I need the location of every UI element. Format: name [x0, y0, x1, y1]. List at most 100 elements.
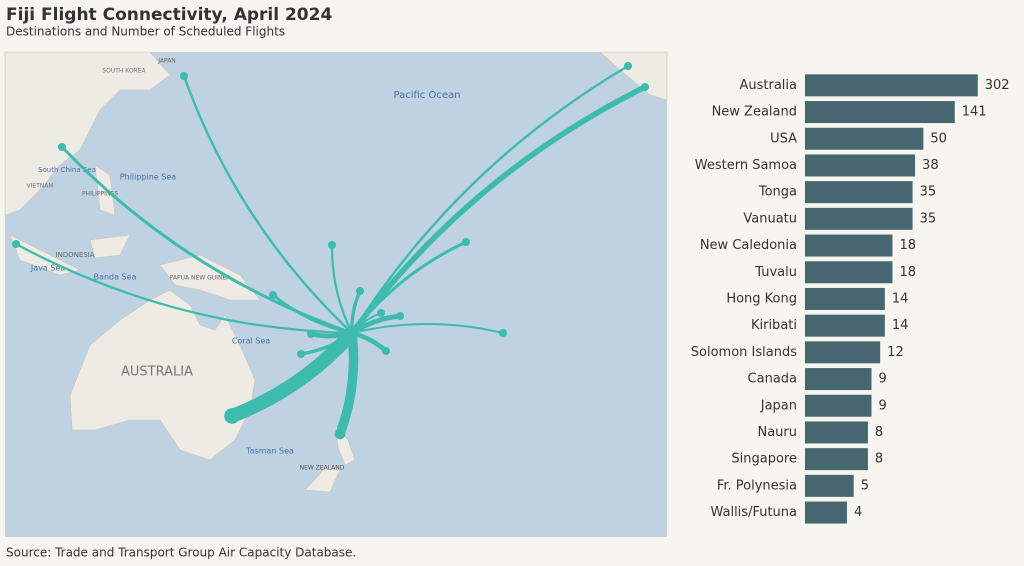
value-label: 8	[875, 425, 883, 440]
value-label: 141	[962, 105, 987, 120]
land	[69, 289, 256, 461]
destination	[396, 312, 404, 320]
value-label: 14	[892, 291, 909, 306]
category-label: Singapore	[731, 452, 797, 467]
value-label: 35	[920, 185, 937, 200]
map-label: PAPUA NEW GUINEA	[170, 275, 232, 282]
route	[349, 84, 648, 336]
category-label: Tuvalu	[754, 265, 797, 280]
value-label: 50	[930, 131, 947, 146]
route	[350, 64, 630, 335]
destination	[334, 428, 346, 440]
route	[299, 331, 354, 356]
land	[304, 424, 356, 493]
category-label: Western Samoa	[695, 158, 797, 173]
destination	[499, 329, 507, 337]
bar	[805, 474, 854, 497]
map-label: Pacific Ocean	[394, 90, 461, 101]
destination	[180, 72, 188, 80]
category-label: USA	[770, 131, 797, 146]
value-label: 302	[985, 78, 1010, 93]
category-label: Vanuatu	[743, 211, 797, 226]
category-label: Kiribati	[751, 318, 797, 333]
category-label: Hong Kong	[726, 291, 797, 306]
destination	[58, 143, 66, 151]
category-label: Nauru	[757, 425, 797, 440]
destination	[377, 309, 385, 317]
map-label: Philippine Sea	[120, 173, 176, 182]
bar	[805, 421, 868, 444]
value-label: 14	[892, 318, 909, 333]
route	[225, 326, 359, 423]
category-label: Solomon Islands	[691, 345, 797, 360]
map-label: AUSTRALIA	[121, 365, 193, 380]
value-label: 8	[875, 452, 883, 467]
route	[14, 242, 354, 335]
bar	[805, 287, 885, 310]
route	[330, 243, 354, 335]
category-label: New Caledonia	[700, 238, 797, 253]
map: Pacific Ocean Philippine Sea South China S…	[4, 51, 668, 537]
chart-subtitle: Destinations and Number of Scheduled Fli…	[6, 25, 285, 39]
bar	[805, 501, 847, 524]
land	[4, 51, 171, 216]
value-label: 18	[899, 238, 916, 253]
map-label: Banda Sea	[94, 273, 137, 282]
ocean	[5, 52, 667, 537]
route	[335, 328, 359, 439]
bar	[805, 234, 893, 257]
source: Source: Trade and Transport Group Air Ca…	[6, 546, 356, 560]
category-label: Fr. Polynesia	[717, 478, 797, 493]
bar	[805, 207, 913, 230]
destination	[224, 408, 240, 424]
map-label: VIETNAM	[26, 183, 53, 190]
bar	[805, 101, 955, 124]
bar	[805, 74, 978, 97]
bar	[805, 314, 885, 337]
category-label: Wallis/Futuna	[710, 505, 797, 520]
map-label: Coral Sea	[232, 337, 270, 346]
value-label: 9	[878, 398, 886, 413]
route	[271, 293, 354, 335]
route	[351, 322, 504, 334]
destination	[382, 347, 390, 355]
map-label: JAPAN	[157, 58, 176, 65]
value-label: 38	[922, 158, 939, 173]
route	[60, 145, 354, 335]
category-label: Australia	[739, 78, 797, 93]
category-label: Japan	[760, 398, 797, 413]
chart-title: Fiji Flight Connectivity, April 2024	[6, 5, 332, 25]
destination	[328, 241, 336, 249]
destination	[356, 287, 364, 295]
bar	[805, 181, 913, 204]
category-label: New Zealand	[712, 105, 797, 120]
value-label: 4	[854, 505, 862, 520]
destination	[269, 291, 277, 299]
land	[599, 51, 668, 101]
bar	[805, 394, 872, 417]
route	[350, 240, 468, 335]
value-label: 12	[887, 345, 904, 360]
bar	[805, 341, 881, 364]
map-label: Tasman Sea	[245, 447, 294, 456]
map-label: Java Sea	[30, 264, 65, 273]
destination	[624, 62, 632, 70]
map-label: SOUTH KOREA	[102, 68, 146, 75]
destination	[462, 238, 470, 246]
value-label: 5	[861, 478, 869, 493]
land	[9, 164, 131, 276]
bar	[805, 261, 893, 284]
value-label: 9	[878, 372, 886, 387]
map-label: South China Sea	[38, 166, 96, 174]
map-label: INDONESIA	[55, 251, 94, 259]
route	[349, 313, 403, 336]
category-label: Canada	[748, 372, 797, 387]
route	[182, 74, 354, 335]
land	[159, 254, 261, 301]
bar	[805, 368, 872, 391]
map-label: NEW ZEALAND	[300, 465, 345, 472]
map-label: PHILIPPINES	[82, 191, 118, 198]
category-label: Tonga	[758, 185, 797, 200]
bar	[805, 127, 924, 150]
